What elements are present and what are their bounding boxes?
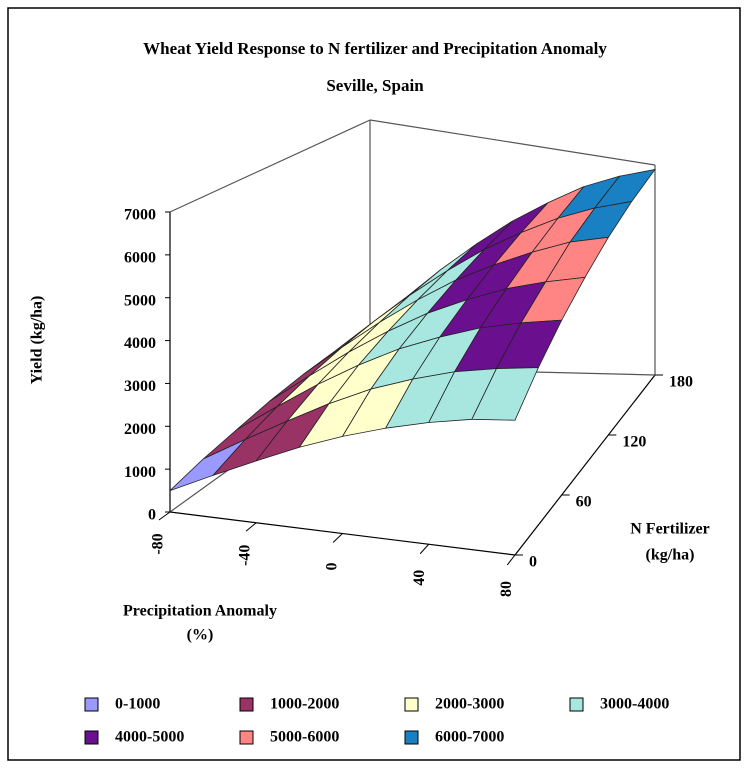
- wall-edge: [369, 119, 656, 166]
- legend-label: 0-1000: [115, 696, 160, 713]
- axis-line: [514, 374, 656, 556]
- legend-label: 2000-3000: [435, 696, 504, 713]
- z-tick-label: 6000: [124, 250, 156, 267]
- z-axis-title: Yield (kg/ha): [29, 296, 46, 385]
- y-tick-label: 0: [529, 554, 537, 571]
- x-tick-label: -80: [150, 533, 167, 554]
- z-tick-label: 4000: [124, 335, 156, 352]
- x-tick-label: 0: [324, 563, 341, 571]
- z-tick-label: 3000: [124, 378, 156, 395]
- legend-swatch: [569, 697, 584, 712]
- legend-label: 3000-4000: [600, 696, 669, 713]
- y-tick-label: 180: [669, 374, 693, 391]
- y-axis-title: N Fertilizer: [630, 521, 710, 538]
- chart-subtitle: Seville, Spain: [326, 76, 424, 95]
- z-tick-label: 1000: [124, 464, 156, 481]
- x-tick-label: -40: [237, 545, 254, 566]
- y-tick-label: 60: [576, 494, 592, 511]
- z-tick-label: 5000: [124, 292, 156, 309]
- z-tick-label: 0: [148, 507, 156, 524]
- x-tick-label: 40: [411, 570, 428, 586]
- x-axis-title: (%): [187, 627, 214, 644]
- surface-cell: [471, 367, 539, 421]
- legend-swatch: [84, 697, 99, 712]
- legend-swatch: [84, 730, 99, 745]
- legend-swatch: [239, 697, 254, 712]
- x-tick: [158, 511, 171, 521]
- z-tick-label: 7000: [124, 207, 156, 224]
- x-axis-title: Precipitation Anomaly: [123, 603, 277, 620]
- legend-swatch: [404, 730, 419, 745]
- legend-label: 1000-2000: [270, 696, 339, 713]
- x-tick: [506, 554, 516, 566]
- x-tick: [419, 543, 430, 555]
- z-tick-label: 2000: [124, 421, 156, 438]
- x-tick-label: 80: [498, 581, 515, 597]
- y-tick-label: 120: [622, 434, 646, 451]
- y-axis-title: (kg/ha): [646, 547, 695, 564]
- legend-swatch: [404, 697, 419, 712]
- x-tick: [245, 522, 257, 532]
- legend-label: 4000-5000: [115, 729, 184, 746]
- wall-edge: [169, 119, 371, 213]
- chart-title: Wheat Yield Response to N fertilizer and…: [143, 39, 607, 58]
- x-tick: [332, 533, 343, 543]
- legend-swatch: [239, 730, 254, 745]
- legend-label: 5000-6000: [270, 729, 339, 746]
- legend-label: 6000-7000: [435, 729, 504, 746]
